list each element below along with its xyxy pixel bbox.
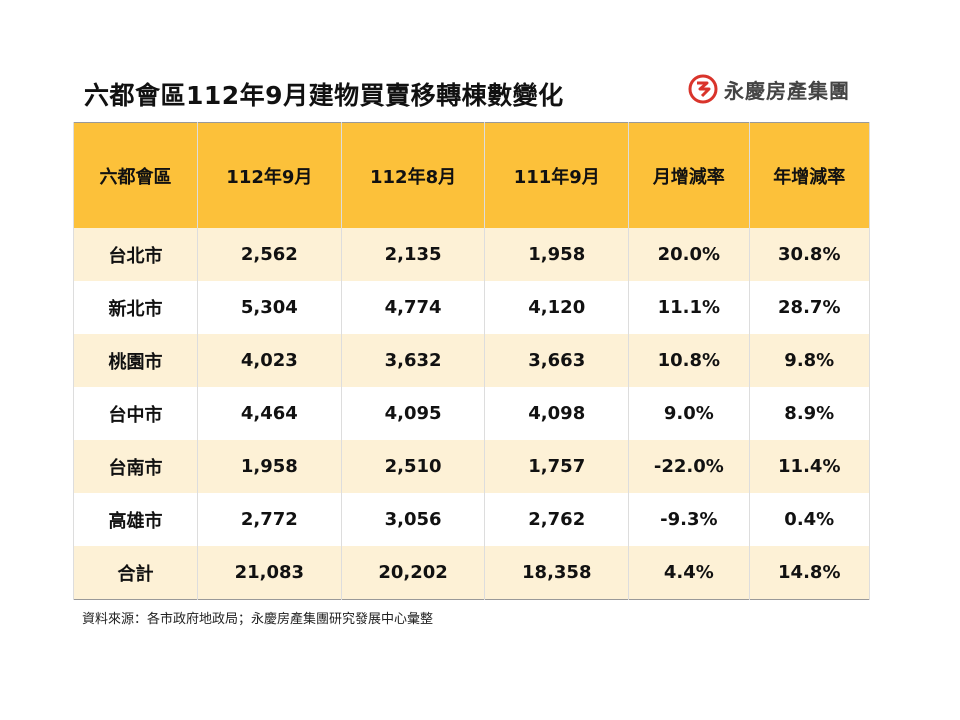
table-cell: 10.8% xyxy=(628,334,750,387)
table-cell: 0.4% xyxy=(748,493,871,546)
table-cell: 1,958 xyxy=(484,228,630,281)
table-row: 桃園市 4,023 3,632 3,663 10.8% 9.8% xyxy=(73,334,871,387)
table-cell: 28.7% xyxy=(748,281,871,334)
title: 六都會區112年9月建物買賣移轉棟數變化 xyxy=(84,81,564,110)
table-cell: 2,135 xyxy=(340,228,486,281)
table-cell: 30.8% xyxy=(748,228,871,281)
table-cell: 1,958 xyxy=(197,440,342,493)
table-cell: 3,632 xyxy=(340,334,486,387)
row-label: 台中市 xyxy=(73,387,198,440)
table-cell: 2,772 xyxy=(197,493,342,546)
table-cell: 1,757 xyxy=(484,440,630,493)
table-cell: 4.4% xyxy=(628,546,750,600)
table-cell: 4,774 xyxy=(340,281,486,334)
table-cell: 11.1% xyxy=(628,281,750,334)
table-row: 合計 21,083 20,202 18,358 4.4% 14.8% xyxy=(73,546,871,600)
table-row: 台南市 1,958 2,510 1,757 -22.0% 11.4% xyxy=(73,440,871,493)
table-cell: 4,023 xyxy=(197,334,342,387)
table-row: 新北市 5,304 4,774 4,120 11.1% 28.7% xyxy=(73,281,871,334)
column-header: 112年8月 xyxy=(340,122,486,228)
table-cell: 18,358 xyxy=(484,546,630,600)
table-cell: 2,562 xyxy=(197,228,342,281)
row-label: 台南市 xyxy=(73,440,198,493)
table-cell: 4,098 xyxy=(484,387,630,440)
table-cell: 2,510 xyxy=(340,440,486,493)
table-cell: 3,056 xyxy=(340,493,486,546)
row-label: 合計 xyxy=(73,546,198,600)
logo-icon xyxy=(688,74,718,104)
column-header: 112年9月 xyxy=(197,122,342,228)
table-cell: 4,095 xyxy=(340,387,486,440)
data-table: 六都會區 112年9月 112年8月 111年9月 月增減率 年增減率 台北市 2,562 2… xyxy=(73,122,871,600)
source-note: 資料來源：各市政府地政局；永慶房產集團研究發展中心彙整 xyxy=(82,612,434,627)
table-cell: 5,304 xyxy=(197,281,342,334)
table-cell: -22.0% xyxy=(628,440,750,493)
row-label: 桃園市 xyxy=(73,334,198,387)
table-cell: 4,464 xyxy=(197,387,342,440)
row-label: 高雄市 xyxy=(73,493,198,546)
row-label: 新北市 xyxy=(73,281,198,334)
table-cell: 2,762 xyxy=(484,493,630,546)
table-cell: 20.0% xyxy=(628,228,750,281)
table-cell: 20,202 xyxy=(340,546,486,600)
table-cell: 11.4% xyxy=(748,440,871,493)
row-label: 台北市 xyxy=(73,228,198,281)
column-header: 六都會區 xyxy=(73,122,198,228)
header-row: 六都會區 112年9月 112年8月 111年9月 月增減率 年增減率 xyxy=(73,122,871,228)
column-header: 月增減率 xyxy=(628,122,750,228)
table-cell: 14.8% xyxy=(748,546,871,600)
table-cell: -9.3% xyxy=(628,493,750,546)
table-cell: 9.8% xyxy=(748,334,871,387)
table-cell: 3,663 xyxy=(484,334,630,387)
table-row: 台中市 4,464 4,095 4,098 9.0% 8.9% xyxy=(73,387,871,440)
table-cell: 4,120 xyxy=(484,281,630,334)
column-header: 111年9月 xyxy=(484,122,630,228)
table-cell: 8.9% xyxy=(748,387,871,440)
logo: 永慶房產集團 xyxy=(688,74,850,104)
table-cell: 21,083 xyxy=(197,546,342,600)
logo-text: 永慶房產集團 xyxy=(724,78,850,103)
table-cell: 9.0% xyxy=(628,387,750,440)
table-row: 高雄市 2,772 3,056 2,762 -9.3% 0.4% xyxy=(73,493,871,546)
column-header: 年增減率 xyxy=(748,122,871,228)
table-row: 台北市 2,562 2,135 1,958 20.0% 30.8% xyxy=(73,228,871,281)
